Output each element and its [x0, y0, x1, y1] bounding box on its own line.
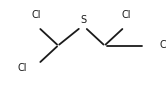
- Text: Cl: Cl: [121, 10, 131, 20]
- Text: S: S: [80, 15, 86, 25]
- Text: Cl: Cl: [32, 10, 41, 20]
- Text: Cl: Cl: [159, 40, 166, 51]
- Text: Cl: Cl: [17, 63, 27, 73]
